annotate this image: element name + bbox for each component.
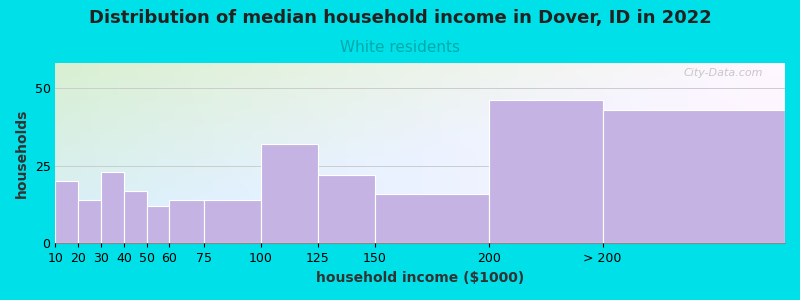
Bar	[489, 100, 602, 243]
Bar	[374, 194, 489, 243]
Bar	[124, 190, 146, 243]
Y-axis label: households: households	[15, 109, 29, 198]
Bar	[204, 200, 261, 243]
Bar	[101, 172, 124, 243]
Bar	[78, 200, 101, 243]
Bar	[318, 175, 374, 243]
Bar	[170, 200, 204, 243]
Bar	[146, 206, 170, 243]
Text: Distribution of median household income in Dover, ID in 2022: Distribution of median household income …	[89, 9, 711, 27]
Text: White residents: White residents	[340, 40, 460, 56]
Text: City-Data.com: City-Data.com	[684, 68, 763, 78]
Bar	[602, 110, 785, 243]
Bar	[55, 181, 78, 243]
Bar	[261, 144, 318, 243]
X-axis label: household income ($1000): household income ($1000)	[316, 271, 524, 285]
